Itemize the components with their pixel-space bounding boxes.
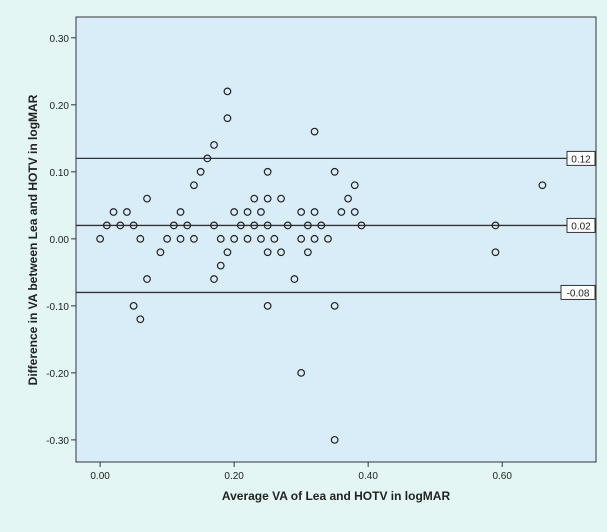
x-tick-label: 0.60 bbox=[492, 471, 512, 482]
data-point bbox=[350, 181, 359, 190]
data-point bbox=[210, 221, 218, 230]
data-point bbox=[263, 221, 272, 230]
y-tick-label: 0.30 bbox=[50, 34, 70, 45]
data-point bbox=[203, 154, 212, 163]
data-point bbox=[297, 234, 306, 243]
data-point bbox=[303, 248, 312, 257]
data-point bbox=[263, 167, 272, 176]
plot-area bbox=[75, 16, 597, 463]
data-point bbox=[216, 234, 225, 243]
data-point bbox=[283, 221, 292, 230]
data-point bbox=[538, 181, 547, 190]
y-tick-label: 0.10 bbox=[50, 168, 70, 179]
data-point bbox=[190, 234, 198, 243]
data-point bbox=[317, 221, 326, 230]
data-point bbox=[263, 301, 272, 310]
data-point bbox=[350, 208, 359, 216]
y-tick-label: -0.30 bbox=[46, 436, 69, 447]
data-point bbox=[136, 234, 145, 243]
data-point bbox=[297, 208, 306, 216]
data-point bbox=[250, 194, 259, 203]
data-point bbox=[116, 221, 125, 230]
reference-line-label: 0.12 bbox=[571, 154, 591, 165]
data-point bbox=[163, 234, 172, 243]
y-tick-label: -0.10 bbox=[46, 302, 69, 313]
x-tick-label: 0.40 bbox=[358, 471, 378, 482]
data-point bbox=[263, 194, 272, 203]
data-point bbox=[243, 208, 252, 216]
data-point bbox=[324, 234, 332, 243]
data-point bbox=[210, 275, 218, 283]
y-tick-label: 0.00 bbox=[50, 235, 70, 246]
data-point bbox=[96, 234, 105, 243]
data-point bbox=[330, 301, 339, 310]
reference-line-label-box bbox=[566, 217, 596, 233]
data-point bbox=[330, 435, 339, 444]
data-point bbox=[196, 167, 205, 176]
data-point bbox=[236, 221, 245, 230]
y-axis-label: Difference in VA between Lea and HOTV in… bbox=[26, 94, 40, 385]
data-point bbox=[263, 248, 272, 257]
data-point bbox=[491, 221, 500, 230]
reference-line-label: 0.02 bbox=[571, 221, 591, 232]
data-point bbox=[297, 368, 306, 377]
data-point bbox=[277, 194, 285, 203]
data-point bbox=[129, 301, 138, 310]
reference-line-label-box bbox=[560, 284, 596, 300]
data-point bbox=[123, 208, 131, 216]
data-point bbox=[310, 208, 319, 216]
data-point bbox=[143, 194, 151, 203]
data-point bbox=[109, 208, 118, 216]
data-point bbox=[303, 221, 312, 230]
data-point bbox=[290, 275, 299, 283]
data-point bbox=[243, 234, 252, 243]
data-point bbox=[230, 208, 239, 216]
data-point bbox=[337, 208, 346, 216]
data-point bbox=[223, 87, 232, 96]
x-axis-label: Average VA of Lea and HOTV in logMAR bbox=[222, 489, 451, 503]
data-point bbox=[257, 208, 265, 216]
data-point bbox=[250, 221, 259, 230]
data-point bbox=[143, 275, 151, 283]
data-point bbox=[491, 248, 500, 257]
data-point bbox=[223, 114, 232, 123]
data-point bbox=[230, 234, 239, 243]
data-point bbox=[102, 221, 111, 230]
data-point bbox=[357, 221, 366, 230]
data-point bbox=[277, 248, 285, 257]
y-tick-label: -0.20 bbox=[46, 369, 69, 380]
data-point bbox=[216, 261, 225, 270]
data-point bbox=[310, 127, 319, 136]
data-point bbox=[190, 181, 198, 190]
y-tick-label: 0.20 bbox=[50, 101, 70, 112]
data-point bbox=[210, 141, 218, 149]
data-point bbox=[129, 221, 138, 230]
data-point bbox=[156, 248, 165, 257]
reference-line-label: -0.08 bbox=[567, 288, 590, 299]
data-point bbox=[176, 208, 185, 216]
data-point bbox=[176, 234, 185, 243]
data-point bbox=[344, 194, 352, 203]
x-tick-label: 0.20 bbox=[224, 471, 244, 482]
data-point bbox=[183, 221, 192, 230]
data-point bbox=[330, 167, 339, 176]
data-point bbox=[169, 221, 178, 230]
data-point bbox=[310, 234, 319, 243]
data-point bbox=[270, 234, 279, 243]
data-point bbox=[257, 234, 265, 243]
x-tick-label: 0.00 bbox=[90, 471, 110, 482]
data-point bbox=[136, 315, 145, 324]
reference-line-label-box bbox=[566, 150, 596, 166]
data-point bbox=[223, 248, 232, 257]
